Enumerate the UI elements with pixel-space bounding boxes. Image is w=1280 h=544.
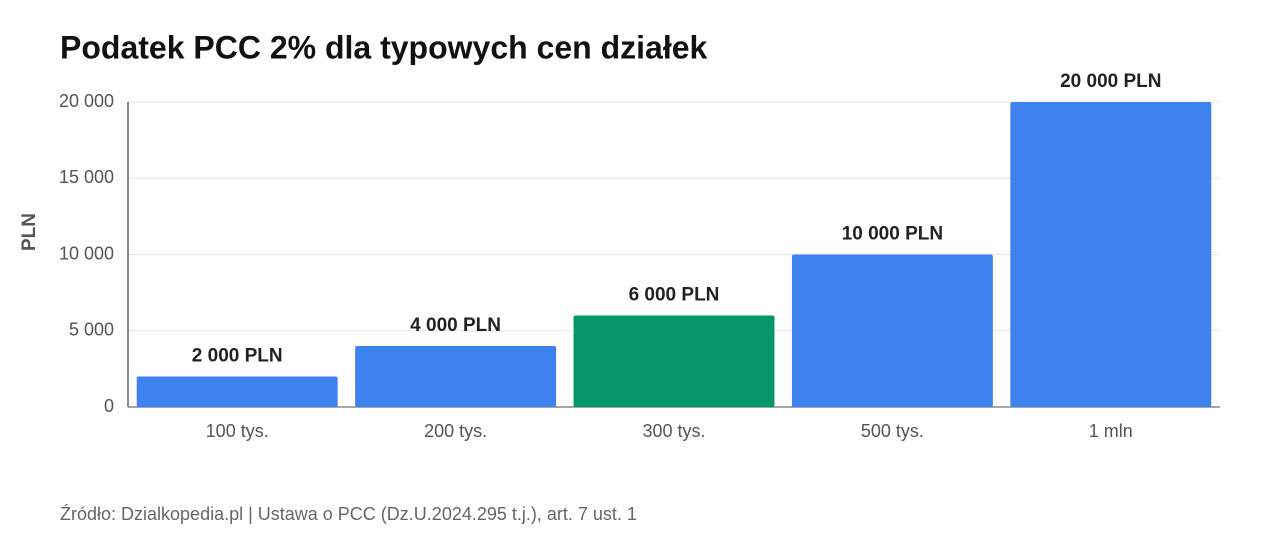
- bar: [1010, 102, 1212, 407]
- y-tick-label: 20 000: [59, 91, 114, 111]
- chart-title: Podatek PCC 2% dla typowych cen działek: [60, 29, 708, 65]
- y-tick-label: 0: [104, 396, 114, 416]
- x-tick-label: 100 tys.: [206, 421, 269, 441]
- value-label: 4 000 PLN: [410, 315, 501, 336]
- x-tick-label: 500 tys.: [861, 421, 924, 441]
- y-axis-label: PLN: [19, 213, 40, 251]
- value-label: 10 000 PLN: [842, 224, 943, 245]
- value-label: 6 000 PLN: [629, 285, 720, 306]
- y-tick-label: 5 000: [69, 320, 114, 340]
- source-note: Źródło: Dzialkopedia.pl | Ustawa o PCC (…: [60, 504, 637, 524]
- y-tick-label: 10 000: [59, 243, 114, 263]
- value-label: 20 000 PLN: [1060, 71, 1161, 92]
- x-tick-label: 300 tys.: [642, 421, 705, 441]
- x-tick-label: 200 tys.: [424, 421, 487, 441]
- x-tick-label: 1 mln: [1089, 421, 1133, 441]
- bar: [573, 315, 775, 407]
- value-label: 2 000 PLN: [192, 346, 283, 367]
- bar: [355, 346, 557, 407]
- y-tick-label: 15 000: [59, 167, 114, 187]
- bar: [791, 254, 993, 407]
- bar: [136, 376, 338, 407]
